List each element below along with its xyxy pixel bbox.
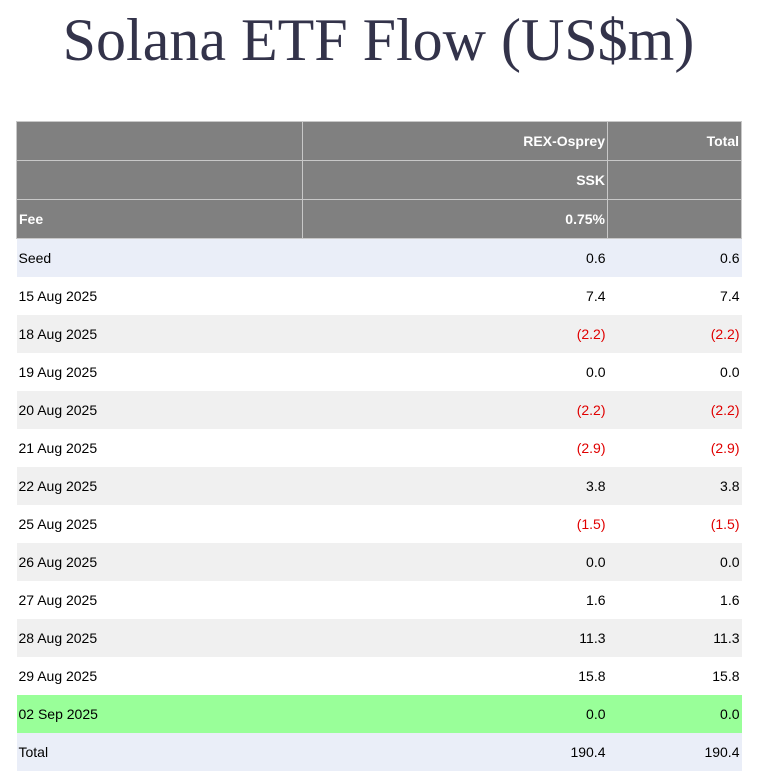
row-total-flow: (2.2) (607, 391, 742, 429)
row-date: 20 Aug 2025 (16, 391, 303, 429)
row-fund-flow: 0.0 (302, 353, 608, 391)
header-cell (16, 121, 303, 161)
row-total-flow: 0.0 (607, 543, 742, 581)
row-fund-flow: 0.6 (302, 238, 608, 277)
row-total-flow: 0.6 (607, 238, 742, 277)
header-row-ticker: SSK (16, 160, 742, 200)
table-row: 27 Aug 2025 1.6 1.6 (16, 581, 742, 619)
row-total-flow: 190.4 (607, 733, 742, 771)
header-cell-fee-value: 0.75% (302, 199, 608, 239)
row-total-flow: 7.4 (607, 277, 742, 315)
table-row-total: Total 190.4 190.4 (16, 733, 742, 771)
row-fund-flow: 3.8 (302, 467, 608, 505)
row-fund-flow: 11.3 (302, 619, 608, 657)
row-total-flow: (2.2) (607, 315, 742, 353)
row-fund-flow: 0.0 (302, 695, 608, 733)
table-row: 25 Aug 2025 (1.5) (1.5) (16, 505, 742, 543)
table-row: 26 Aug 2025 0.0 0.0 (16, 543, 742, 581)
row-total-flow: 11.3 (607, 619, 742, 657)
row-total-flow: 0.0 (607, 353, 742, 391)
table-row: 20 Aug 2025 (2.2) (2.2) (16, 391, 742, 429)
page-title: Solana ETF Flow (US$m) (62, 7, 695, 73)
table-body: Seed 0.6 0.6 15 Aug 2025 7.4 7.4 18 Aug … (16, 238, 742, 771)
row-fund-flow: (2.9) (302, 429, 608, 467)
row-total-flow: (2.9) (607, 429, 742, 467)
row-date: Total (16, 733, 303, 771)
table-row: 19 Aug 2025 0.0 0.0 (16, 353, 742, 391)
header-cell-total: Total (607, 121, 742, 161)
table-row-latest: 02 Sep 2025 0.0 0.0 (16, 695, 742, 733)
header-cell-ticker: SSK (302, 160, 608, 200)
row-date: 21 Aug 2025 (16, 429, 303, 467)
header-cell (16, 160, 303, 200)
row-fund-flow: (2.2) (302, 315, 608, 353)
table-row-seed: Seed 0.6 0.6 (16, 238, 742, 277)
etf-flow-table: REX-Osprey Total SSK Fee 0.75% Seed 0.6 … (16, 121, 742, 771)
table-row: 22 Aug 2025 3.8 3.8 (16, 467, 742, 505)
row-date: Seed (16, 238, 303, 277)
row-fund-flow: (1.5) (302, 505, 608, 543)
row-date: 28 Aug 2025 (16, 619, 303, 657)
row-date: 29 Aug 2025 (16, 657, 303, 695)
row-fund-flow: 7.4 (302, 277, 608, 315)
row-date: 26 Aug 2025 (16, 543, 303, 581)
header-row-fee: Fee 0.75% (16, 199, 742, 239)
table-row: 21 Aug 2025 (2.9) (2.9) (16, 429, 742, 467)
row-total-flow: 0.0 (607, 695, 742, 733)
row-fund-flow: 15.8 (302, 657, 608, 695)
table-row: 18 Aug 2025 (2.2) (2.2) (16, 315, 742, 353)
row-fund-flow: (2.2) (302, 391, 608, 429)
header-cell (607, 160, 742, 200)
row-fund-flow: 0.0 (302, 543, 608, 581)
header-row-issuer: REX-Osprey Total (16, 121, 742, 161)
row-date: 27 Aug 2025 (16, 581, 303, 619)
table-row: 15 Aug 2025 7.4 7.4 (16, 277, 742, 315)
row-date: 02 Sep 2025 (16, 695, 303, 733)
header-cell-issuer: REX-Osprey (302, 121, 608, 161)
table-row: 29 Aug 2025 15.8 15.8 (16, 657, 742, 695)
row-date: 25 Aug 2025 (16, 505, 303, 543)
header-cell-fee-label: Fee (16, 199, 303, 239)
row-total-flow: 3.8 (607, 467, 742, 505)
table-header: REX-Osprey Total SSK Fee 0.75% (16, 121, 742, 239)
row-fund-flow: 190.4 (302, 733, 608, 771)
row-date: 18 Aug 2025 (16, 315, 303, 353)
row-fund-flow: 1.6 (302, 581, 608, 619)
row-total-flow: 15.8 (607, 657, 742, 695)
row-total-flow: (1.5) (607, 505, 742, 543)
row-date: 19 Aug 2025 (16, 353, 303, 391)
header-cell (607, 199, 742, 239)
row-date: 22 Aug 2025 (16, 467, 303, 505)
row-date: 15 Aug 2025 (16, 277, 303, 315)
table-row: 28 Aug 2025 11.3 11.3 (16, 619, 742, 657)
row-total-flow: 1.6 (607, 581, 742, 619)
